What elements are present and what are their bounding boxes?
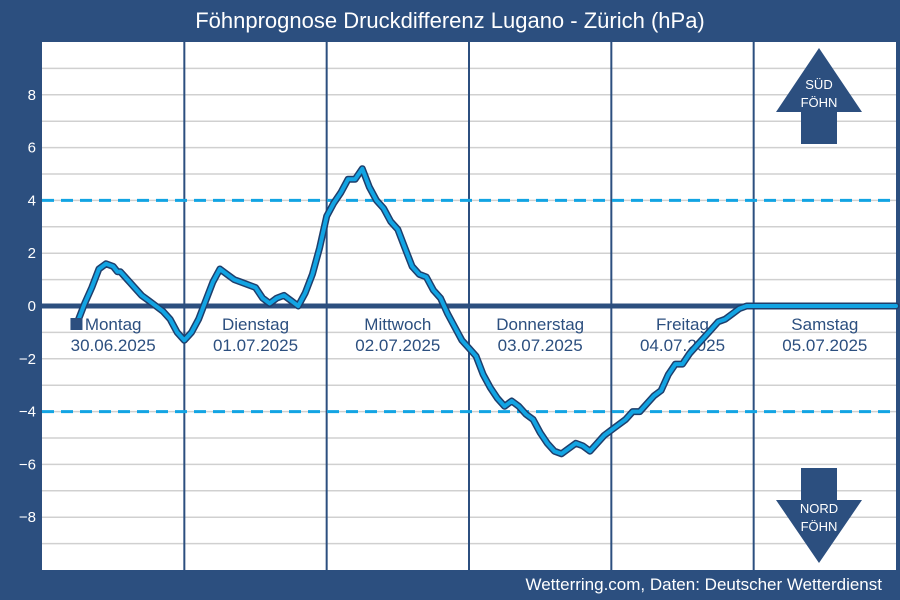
day-date-label: 01.07.2025: [213, 336, 298, 355]
south-label-line2: FÖHN: [801, 95, 838, 110]
y-tick-label: 6: [28, 140, 36, 157]
day-labels: Montag 30.06.2025 Dienstag 01.07.2025 Mittwo…: [71, 315, 868, 355]
y-tick-labels: −8 −6 −4 −2 0 2 4 6 8: [19, 87, 36, 526]
legend-marker: [70, 318, 83, 330]
day-date-label: 30.06.2025: [71, 336, 156, 355]
day-name-label: Montag: [85, 315, 142, 334]
day-name-label: Dienstag: [222, 315, 289, 334]
day-name-label: Freitag: [656, 315, 709, 334]
arrow-up-icon: [776, 48, 862, 144]
north-foehn-indicator: NORD FÖHN: [776, 468, 862, 563]
y-tick-label: −6: [19, 456, 36, 473]
day-date-label: 04.07.2025: [640, 336, 725, 355]
north-label-line2: FÖHN: [801, 519, 838, 534]
y-tick-label: 4: [28, 192, 36, 209]
credit-text: Wetterring.com, Daten: Deutscher Wetterd…: [525, 575, 882, 594]
y-tick-label: −2: [19, 351, 36, 368]
y-tick-label: 8: [28, 87, 36, 104]
chart-title: Föhnprognose Druckdifferenz Lugano - Zür…: [195, 8, 705, 33]
y-tick-label: −4: [19, 404, 36, 421]
y-tick-label: 0: [28, 298, 36, 315]
series-line: [75, 166, 898, 456]
south-foehn-indicator: SÜD FÖHN: [776, 48, 862, 144]
day-date-label: 05.07.2025: [782, 336, 867, 355]
threshold-lines: [42, 198, 896, 414]
day-name-label: Samstag: [791, 315, 858, 334]
arrow-down-icon: [776, 468, 862, 563]
series-group: [74, 165, 900, 458]
north-label-line1: NORD: [800, 501, 838, 516]
day-date-label: 03.07.2025: [498, 336, 583, 355]
day-name-label: Mittwoch: [364, 315, 431, 334]
day-date-label: 02.07.2025: [355, 336, 440, 355]
day-name-label: Donnerstag: [496, 315, 584, 334]
y-tick-label: 2: [28, 245, 36, 262]
y-tick-label: −8: [19, 509, 36, 526]
south-label-line1: SÜD: [805, 77, 832, 92]
